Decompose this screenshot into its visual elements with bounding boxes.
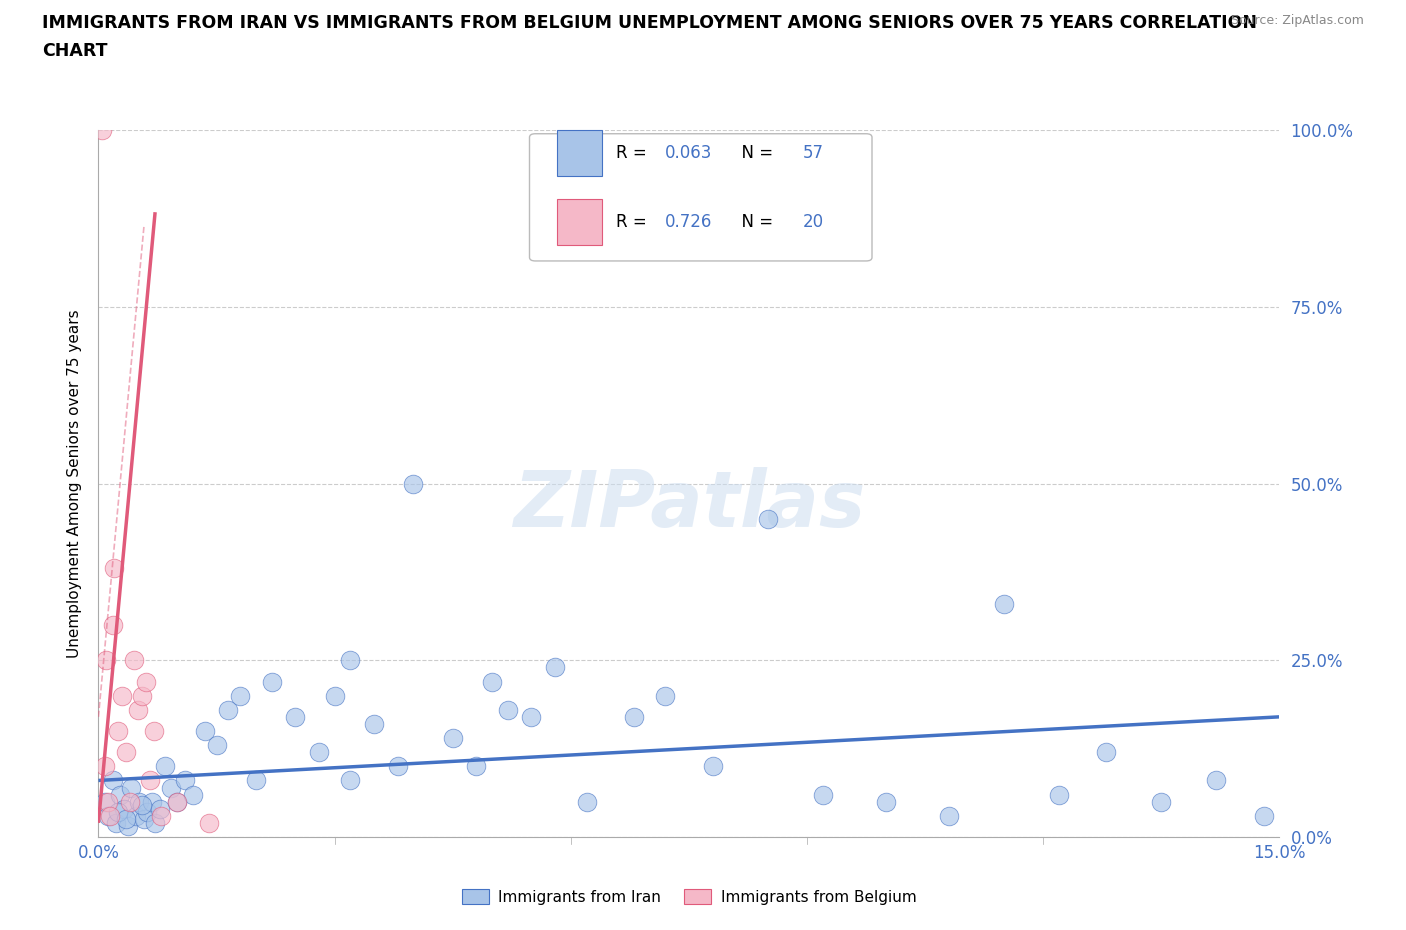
Point [465,759,488,774]
Point [149,802,172,817]
Text: N =: N = [731,144,779,162]
Point [132,812,155,827]
Point [702,759,724,774]
Legend: Immigrants from Iran, Immigrants from Belgium: Immigrants from Iran, Immigrants from Be… [456,883,922,910]
Text: IMMIGRANTS FROM IRAN VS IMMIGRANTS FROM BELGIUM UNEMPLOYMENT AMONG SENIORS OVER : IMMIGRANTS FROM IRAN VS IMMIGRANTS FROM … [42,14,1257,32]
Point [115,812,138,827]
Point [115,745,138,760]
Point [96,653,118,668]
Point [245,773,267,788]
Y-axis label: Unemployment Among Seniors over 75 years: Unemployment Among Seniors over 75 years [66,310,82,658]
Point [166,794,188,809]
Point [131,798,153,813]
Point [993,596,1015,611]
Text: 0.063: 0.063 [665,144,713,162]
Point [520,710,543,724]
Point [141,794,163,809]
Point [875,794,897,809]
Point [93,794,115,809]
Point [217,702,239,717]
Point [111,688,134,703]
Point [101,618,124,632]
Point [122,653,145,668]
Point [1205,773,1227,788]
Point [181,787,204,802]
Point [938,808,960,823]
Point [339,653,361,668]
Point [131,688,153,703]
Text: R =: R = [616,213,652,231]
Point [127,702,149,717]
Point [138,773,160,788]
Point [544,660,567,675]
Point [91,123,114,138]
Bar [557,199,602,245]
Point [110,787,132,802]
Point [97,794,120,809]
Bar [557,130,602,176]
Point [117,819,139,834]
Point [284,710,307,724]
Text: 20: 20 [803,213,824,231]
Point [128,794,150,809]
Point [229,688,252,703]
Point [194,724,217,738]
Point [174,773,197,788]
Text: Source: ZipAtlas.com: Source: ZipAtlas.com [1230,14,1364,27]
Point [441,731,464,746]
Point [654,688,676,703]
Point [575,794,598,809]
Point [112,802,135,817]
Point [496,702,519,717]
Point [323,688,346,703]
Text: R =: R = [616,144,652,162]
Point [339,773,361,788]
Point [136,804,159,819]
Point [166,794,188,809]
Point [125,808,148,823]
Point [481,674,503,689]
Point [205,737,228,752]
Point [623,710,645,724]
Point [1095,745,1118,760]
Point [135,674,157,689]
Text: CHART: CHART [42,42,108,60]
Point [93,759,115,774]
Point [104,816,127,830]
Point [142,724,165,738]
Point [155,759,177,774]
Point [121,780,143,795]
Point [150,808,173,823]
Text: 0.726: 0.726 [665,213,713,231]
Text: N =: N = [731,213,779,231]
Point [363,716,385,731]
Point [103,561,125,576]
Point [811,787,834,802]
Point [143,816,166,830]
Point [160,780,183,795]
Point [756,512,779,526]
Text: 57: 57 [803,144,824,162]
Point [197,816,219,830]
Point [1150,794,1173,809]
Point [97,808,120,823]
FancyBboxPatch shape [530,134,872,261]
Point [98,808,121,823]
Point [260,674,283,689]
Point [107,804,129,819]
Point [1047,787,1070,802]
Point [107,724,129,738]
Text: ZIPatlas: ZIPatlas [513,467,865,543]
Point [118,794,141,809]
Point [387,759,409,774]
Point [402,476,425,491]
Point [308,745,330,760]
Point [101,773,124,788]
Point [1253,808,1275,823]
